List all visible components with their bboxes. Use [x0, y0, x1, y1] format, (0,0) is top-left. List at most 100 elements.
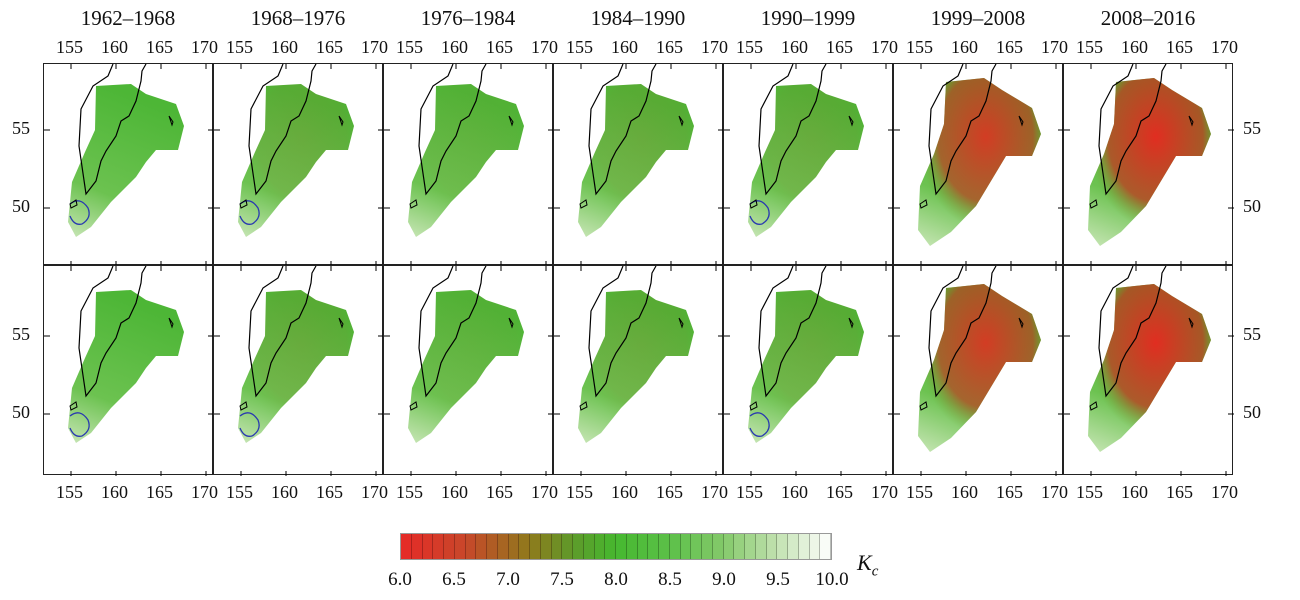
lon-tick-label-top: 160 — [101, 37, 128, 57]
island-outline — [1089, 115, 1194, 209]
kc-low-region — [918, 284, 1041, 452]
colorbar-tick-label: 8.0 — [604, 569, 628, 590]
map-svg — [1064, 64, 1234, 266]
map-svg — [894, 266, 1064, 476]
colorbar-segment — [573, 534, 584, 559]
map-panel — [213, 63, 384, 266]
map-svg — [1064, 266, 1234, 476]
colorbar — [400, 533, 832, 560]
lon-tick-label-bottom: 160 — [1121, 482, 1148, 502]
contour-line — [749, 412, 770, 437]
colorbar-segment — [734, 534, 745, 559]
kc-low-region — [1088, 284, 1211, 452]
lon-tick-label-bottom: 155 — [566, 482, 593, 502]
kc-subscript: c — [871, 563, 879, 580]
colorbar-segment — [766, 534, 778, 559]
lon-tick-label-bottom: 165 — [486, 482, 513, 502]
map-panel — [723, 63, 894, 266]
coastline — [588, 266, 657, 398]
coastline — [928, 266, 997, 398]
map-svg — [384, 64, 554, 266]
lon-tick-label-top: 170 — [871, 37, 898, 57]
colorbar-segment — [551, 534, 563, 559]
map-panel — [723, 265, 894, 476]
lon-tick-label-top: 170 — [1041, 37, 1068, 57]
kc-low-region — [918, 78, 1041, 246]
lon-tick-label-bottom: 165 — [316, 482, 343, 502]
map-svg — [384, 266, 554, 476]
island-outline — [1089, 317, 1194, 411]
lon-tick-label-bottom: 160 — [441, 482, 468, 502]
colorbar-segment — [659, 534, 670, 559]
lon-tick-label-bottom: 160 — [101, 482, 128, 502]
island-outline — [579, 317, 684, 411]
lon-tick-label-bottom: 170 — [361, 482, 388, 502]
lon-tick-label-top: 160 — [611, 37, 638, 57]
lon-tick-label-top: 165 — [486, 37, 513, 57]
colorbar-segment — [508, 534, 520, 559]
lon-tick-label-bottom: 160 — [781, 482, 808, 502]
panel-title: 2008–2016 — [1100, 6, 1196, 30]
lat-tick-label-right: 55 — [1243, 118, 1261, 138]
coastline — [928, 64, 997, 196]
lon-tick-label-top: 155 — [736, 37, 763, 57]
lon-tick-label-top: 165 — [826, 37, 853, 57]
map-svg — [554, 64, 724, 266]
coastline — [758, 64, 827, 196]
lon-tick-label-bottom: 165 — [1166, 482, 1193, 502]
panel-title: 1990–1999 — [760, 6, 856, 30]
lon-tick-label-top: 170 — [531, 37, 558, 57]
lon-tick-label-top: 160 — [271, 37, 298, 57]
map-panel — [213, 265, 384, 476]
lon-tick-label-bottom: 155 — [226, 482, 253, 502]
lon-tick-label-top: 170 — [701, 37, 728, 57]
colorbar-segment — [798, 534, 810, 559]
coastline — [1098, 266, 1167, 398]
colorbar-segment — [454, 534, 466, 559]
coastline — [78, 64, 147, 196]
colorbar-segment — [422, 534, 434, 559]
colorbar-tick-label: 10.0 — [815, 569, 849, 590]
colorbar-tick-label: 9.5 — [766, 569, 790, 590]
colorbar-segment — [702, 534, 713, 559]
panel-title: 1984–1990 — [590, 6, 686, 30]
lon-tick-label-top: 155 — [56, 37, 83, 57]
colorbar-segment — [444, 534, 455, 559]
island-outline — [919, 317, 1024, 411]
island-outline — [239, 317, 344, 411]
lon-tick-label-bottom: 165 — [146, 482, 173, 502]
map-panel — [893, 265, 1064, 476]
contour-line — [69, 412, 90, 437]
island-outline — [749, 115, 854, 209]
lon-tick-label-top: 165 — [316, 37, 343, 57]
lon-tick-label-bottom: 165 — [656, 482, 683, 502]
kc-field — [68, 290, 184, 443]
colorbar-segment — [723, 534, 735, 559]
map-panel — [383, 265, 554, 476]
island-outline — [409, 317, 514, 411]
lon-tick-label-top: 165 — [146, 37, 173, 57]
lon-tick-label-bottom: 170 — [531, 482, 558, 502]
colorbar-segment — [465, 534, 477, 559]
colorbar-segment — [691, 534, 702, 559]
map-panel — [1063, 265, 1234, 476]
lat-tick-label-right: 50 — [1243, 196, 1261, 216]
coastline — [248, 64, 317, 196]
colorbar-segment — [487, 534, 498, 559]
coastline — [1098, 64, 1167, 196]
kc-low-region — [748, 290, 864, 443]
colorbar-segment — [820, 534, 831, 559]
lon-tick-label-bottom: 170 — [871, 482, 898, 502]
colorbar-tick-label: 6.5 — [442, 569, 466, 590]
map-panel — [43, 265, 214, 476]
lon-tick-label-top: 160 — [1121, 37, 1148, 57]
lon-tick-label-bottom: 155 — [396, 482, 423, 502]
colorbar-segment — [616, 534, 627, 559]
colorbar-segment — [583, 534, 595, 559]
lon-tick-label-bottom: 165 — [996, 482, 1023, 502]
map-panel — [893, 63, 1064, 266]
lon-tick-label-top: 165 — [656, 37, 683, 57]
kc-symbol: K — [857, 550, 872, 575]
island-outline — [919, 115, 1024, 209]
colorbar-segment — [809, 534, 821, 559]
